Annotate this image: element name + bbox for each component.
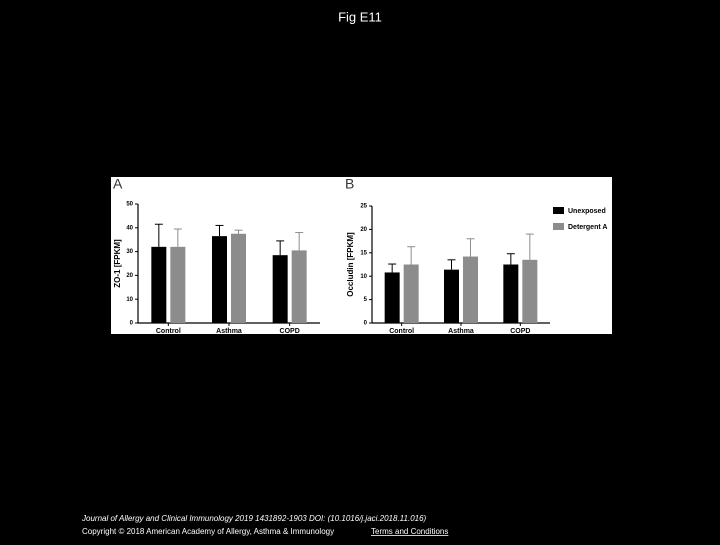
bar (503, 264, 519, 323)
bar (522, 259, 538, 323)
y-tick-label: 5 (364, 297, 368, 303)
legend-label: Detergent A (568, 224, 607, 231)
y-tick-label: 50 (126, 202, 133, 208)
panel-label: B (345, 176, 354, 192)
y-tick-label: 40 (126, 225, 133, 231)
x-tick-label: Asthma (216, 328, 242, 335)
bar (231, 233, 246, 323)
y-tick-label: 20 (126, 273, 133, 279)
y-tick-label: 20 (360, 227, 367, 233)
y-tick-label: 15 (360, 250, 367, 256)
y-tick-label: 25 (360, 204, 367, 210)
y-axis-label: Occludin [FPKM] (346, 232, 355, 297)
terms-link[interactable]: Terms and Conditions (371, 527, 448, 536)
bar (272, 255, 288, 323)
bar (463, 256, 478, 323)
legend-swatch (553, 207, 564, 214)
bar (403, 264, 419, 323)
bar (170, 246, 186, 323)
slide-title: Fig E11 (338, 9, 382, 24)
x-tick-label: Control (156, 328, 181, 335)
legend-label: Unexposed (568, 208, 606, 215)
bar (151, 246, 167, 323)
y-axis-label: ZO-1 [FPKM] (113, 239, 122, 288)
bar (212, 236, 227, 323)
y-tick-label: 0 (130, 321, 134, 327)
copyright: Copyright © 2018 American Academy of All… (82, 527, 334, 536)
bar (384, 272, 400, 323)
y-tick-label: 10 (126, 297, 133, 303)
x-tick-label: COPD (510, 328, 530, 335)
x-tick-label: Control (389, 328, 414, 335)
y-tick-label: 10 (360, 274, 367, 280)
y-tick-label: 30 (126, 249, 133, 255)
legend-swatch (553, 223, 564, 230)
x-tick-label: Asthma (448, 328, 474, 335)
bar (444, 269, 459, 323)
x-tick-label: COPD (280, 328, 300, 335)
y-tick-label: 0 (364, 321, 368, 327)
citation: Journal of Allergy and Clinical Immunolo… (81, 514, 427, 523)
panel-label: A (113, 176, 123, 192)
bar (291, 250, 307, 323)
